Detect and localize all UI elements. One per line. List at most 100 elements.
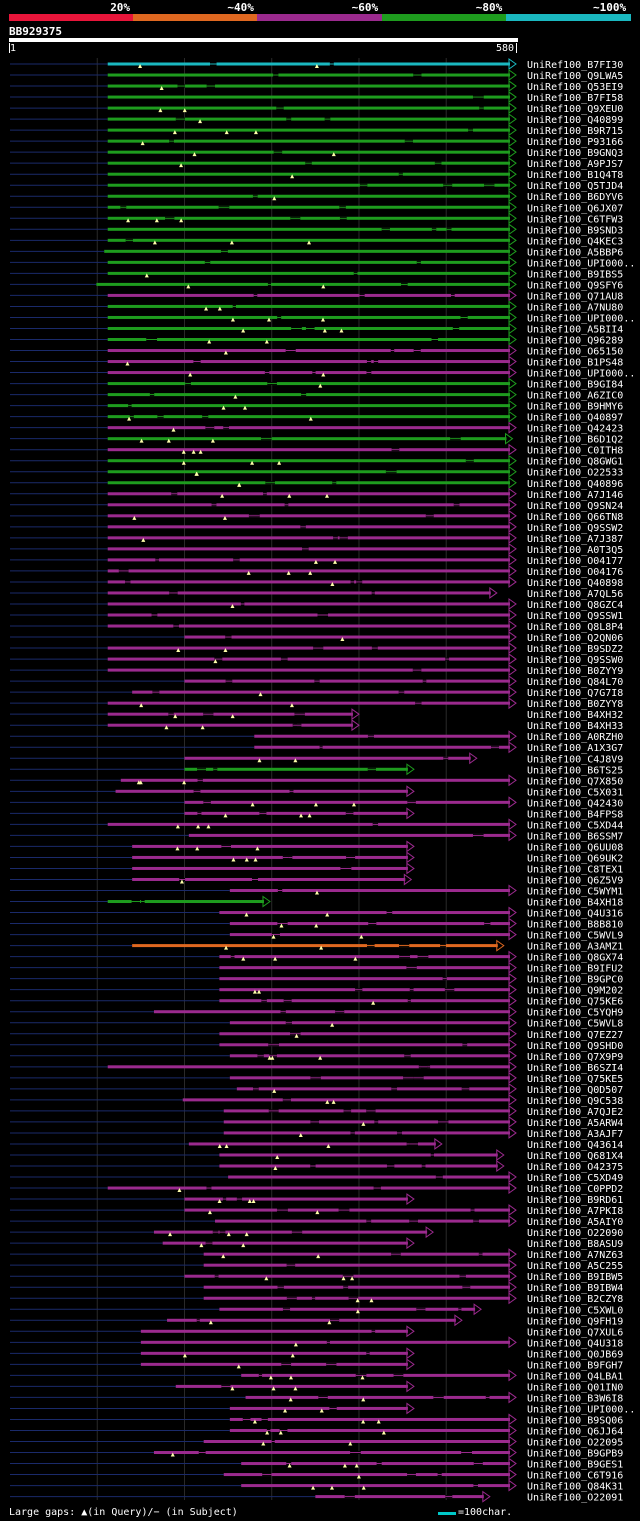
hit-label[interactable]: UniRef100_Q75KE6 — [527, 997, 623, 1008]
hit-label[interactable]: UniRef100_A3AMZ1 — [527, 942, 623, 953]
hit-bar[interactable] — [140, 1340, 511, 1344]
hit-label[interactable]: UniRef100_B4XH32 — [527, 710, 623, 721]
hit-bar[interactable] — [107, 293, 511, 297]
hit-label[interactable]: UniRef100_C5YQH9 — [527, 1008, 623, 1019]
hit-bar[interactable] — [229, 1076, 511, 1080]
hit-bar[interactable] — [107, 657, 511, 661]
hit-label[interactable]: UniRef100_Q9SSW1 — [527, 611, 623, 622]
hit-bar[interactable] — [228, 1175, 510, 1179]
hit-label[interactable]: UniRef100_C5WVL9 — [527, 931, 623, 942]
hit-bar[interactable] — [107, 437, 507, 441]
hit-bar[interactable] — [219, 911, 510, 915]
hit-bar[interactable] — [107, 712, 353, 716]
hit-label[interactable]: UniRef100_B6SZI4 — [527, 1063, 623, 1074]
hit-label[interactable]: UniRef100_Q9SSW2 — [527, 523, 623, 534]
hit-label[interactable]: UniRef100_B9SQ06 — [527, 1415, 623, 1426]
hit-label[interactable]: UniRef100_Q9LWA5 — [527, 71, 623, 82]
hit-bar[interactable] — [203, 1285, 511, 1289]
hit-bar[interactable] — [107, 271, 511, 275]
hit-label[interactable]: UniRef100_Q8GWG1 — [527, 457, 623, 468]
hit-bar[interactable] — [184, 1197, 408, 1201]
hit-bar[interactable] — [107, 448, 511, 452]
hit-label[interactable]: UniRef100_B9GPC0 — [527, 975, 623, 986]
hit-label[interactable]: UniRef100_Q9SSW0 — [527, 655, 623, 666]
hit-bar[interactable] — [188, 833, 510, 837]
hit-bar[interactable] — [184, 679, 510, 683]
hit-bar[interactable] — [107, 426, 511, 430]
hit-bar[interactable] — [96, 282, 511, 286]
hit-label[interactable]: UniRef100_B9GI84 — [527, 380, 623, 391]
hit-bar[interactable] — [219, 988, 510, 992]
hit-bar[interactable] — [219, 1032, 510, 1036]
hit-bar[interactable] — [107, 1186, 511, 1190]
hit-label[interactable]: UniRef100_UPI000.. — [527, 369, 635, 380]
hit-bar[interactable] — [254, 745, 510, 749]
hit-bar[interactable] — [107, 624, 511, 628]
hit-label[interactable]: UniRef100_B9FGH7 — [527, 1360, 623, 1371]
hit-bar[interactable] — [115, 789, 408, 793]
hit-bar[interactable] — [223, 1131, 510, 1135]
hit-label[interactable]: UniRef100_Q01IN0 — [527, 1382, 623, 1393]
hit-bar[interactable] — [107, 205, 511, 209]
hit-label[interactable]: UniRef100_Q9XEU0 — [527, 104, 623, 115]
hit-bar[interactable] — [107, 415, 511, 419]
hit-bar[interactable] — [107, 569, 511, 573]
hit-label[interactable]: UniRef100_Q0D507 — [527, 1085, 623, 1096]
hit-bar[interactable] — [241, 1484, 511, 1488]
hit-bar[interactable] — [229, 1417, 511, 1421]
hit-label[interactable]: UniRef100_P93166 — [527, 137, 623, 148]
hit-bar[interactable] — [107, 315, 511, 319]
hit-label[interactable]: UniRef100_Q6UU08 — [527, 842, 623, 853]
hit-label[interactable]: UniRef100_C5XWL0 — [527, 1305, 623, 1316]
hit-label[interactable]: UniRef100_Q9FH19 — [527, 1316, 623, 1327]
hit-label[interactable]: UniRef100_Q42430 — [527, 798, 623, 809]
hit-label[interactable]: UniRef100_Q6JJ64 — [527, 1426, 623, 1437]
hit-label[interactable]: UniRef100_B1Q4T8 — [527, 170, 623, 181]
hit-bar[interactable] — [107, 382, 511, 386]
hit-label[interactable]: UniRef100_Q7X850 — [527, 776, 623, 787]
hit-bar[interactable] — [107, 668, 511, 672]
hit-bar[interactable] — [107, 503, 511, 507]
hit-label[interactable]: UniRef100_A7J146 — [527, 490, 623, 501]
hit-label[interactable]: UniRef100_C4J8V9 — [527, 754, 623, 765]
hit-label[interactable]: UniRef100_B7FI58 — [527, 93, 623, 104]
hit-label[interactable]: UniRef100_A7QL56 — [527, 589, 623, 600]
hit-bar[interactable] — [182, 1098, 511, 1102]
hit-bar[interactable] — [120, 778, 510, 782]
hit-label[interactable]: UniRef100_B6D1Q2 — [527, 435, 623, 446]
hit-label[interactable]: UniRef100_B6SSM7 — [527, 831, 623, 842]
hit-label[interactable]: UniRef100_O65150 — [527, 347, 623, 358]
hit-bar[interactable] — [107, 822, 511, 826]
hit-bar[interactable] — [107, 459, 511, 463]
hit-bar[interactable] — [107, 481, 511, 485]
hit-bar[interactable] — [107, 150, 511, 154]
hit-bar[interactable] — [153, 1230, 428, 1234]
hit-label[interactable]: UniRef100_C5XD49 — [527, 1173, 623, 1184]
hit-bar[interactable] — [184, 800, 510, 804]
hit-label[interactable]: UniRef100_B9HMY6 — [527, 402, 623, 413]
hit-label[interactable]: UniRef100_Q40898 — [527, 578, 623, 589]
hit-label[interactable]: UniRef100_Q9SN24 — [527, 501, 623, 512]
hit-label[interactable]: UniRef100_B9IBS5 — [527, 269, 623, 280]
hit-label[interactable]: UniRef100_B9GPB9 — [527, 1449, 623, 1460]
hit-bar[interactable] — [162, 1241, 408, 1245]
hit-bar[interactable] — [107, 393, 511, 397]
hit-label[interactable]: UniRef100_Q7EZ27 — [527, 1030, 623, 1041]
hit-bar[interactable] — [107, 646, 511, 650]
hit-bar[interactable] — [107, 514, 511, 518]
hit-label[interactable]: UniRef100_A9PJS7 — [527, 159, 623, 170]
hit-label[interactable]: UniRef100_A5BII4 — [527, 324, 623, 335]
hit-label[interactable]: UniRef100_B1PS48 — [527, 358, 623, 369]
hit-bar[interactable] — [107, 84, 511, 88]
hit-label[interactable]: UniRef100_Q4U318 — [527, 1338, 623, 1349]
hit-bar[interactable] — [107, 194, 511, 198]
hit-label[interactable]: UniRef100_C5WVL8 — [527, 1019, 623, 1030]
hit-label[interactable]: UniRef100_B4XH33 — [527, 721, 623, 732]
hit-bar[interactable] — [107, 492, 511, 496]
hit-label[interactable]: UniRef100_B8ASU9 — [527, 1239, 623, 1250]
hit-label[interactable]: UniRef100_Q681X4 — [527, 1151, 623, 1162]
hit-label[interactable]: UniRef100_C6T916 — [527, 1471, 623, 1482]
hit-label[interactable]: UniRef100_Q4U316 — [527, 909, 623, 920]
hit-bar[interactable] — [107, 139, 511, 143]
hit-label[interactable]: UniRef100_O04177 — [527, 556, 623, 567]
